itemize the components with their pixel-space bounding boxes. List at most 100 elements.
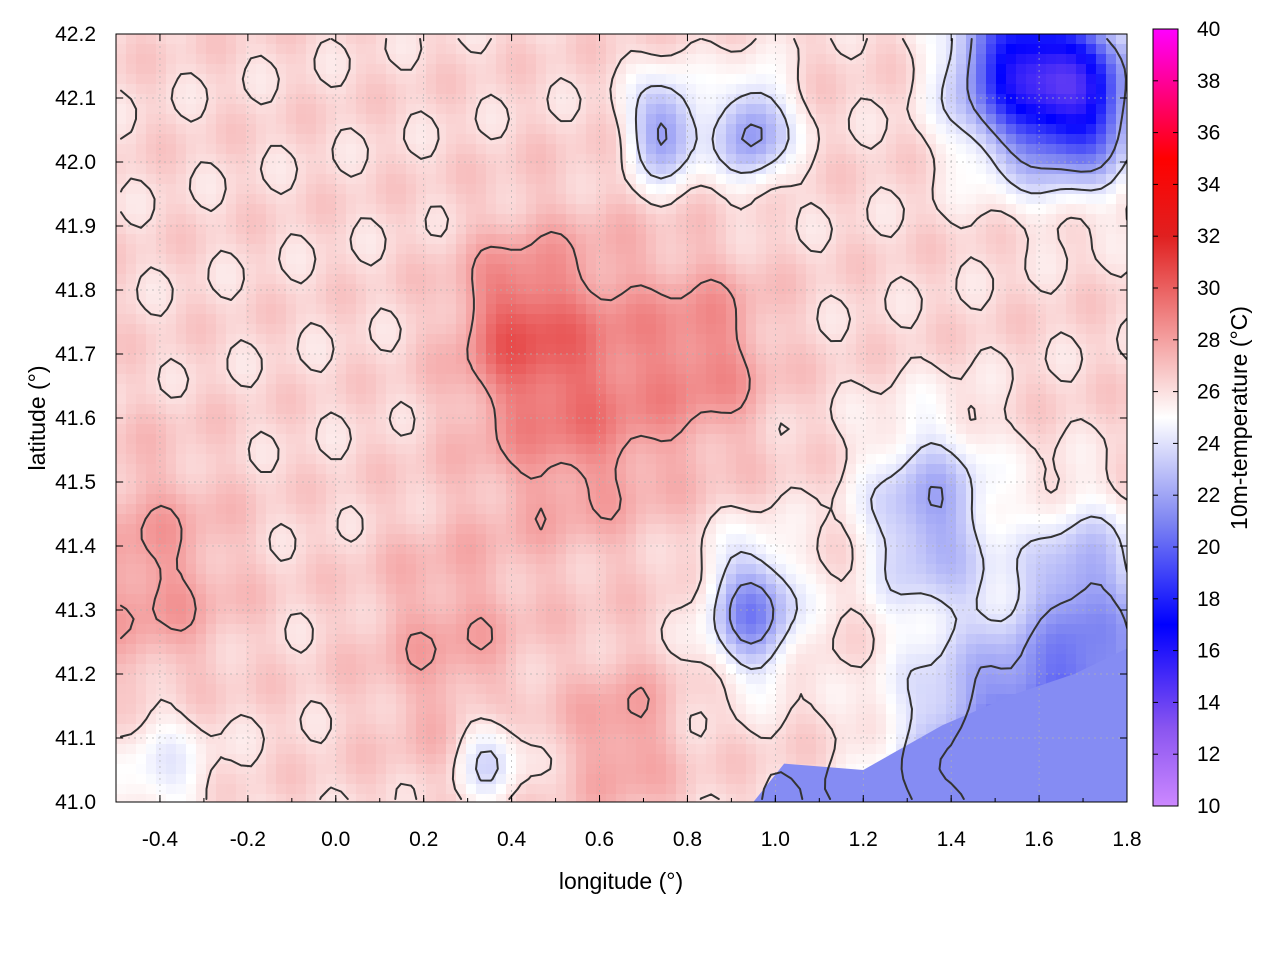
- heat-cell: [316, 274, 327, 285]
- heat-cell: [1076, 504, 1087, 515]
- heat-cell: [1116, 404, 1127, 415]
- heat-cell: [1126, 284, 1127, 295]
- heat-cell: [1046, 514, 1057, 525]
- heat-cell: [976, 64, 987, 75]
- heat-cell: [1036, 214, 1047, 225]
- heat-cell: [346, 404, 357, 415]
- heat-cell: [586, 414, 597, 425]
- heat-cell: [206, 134, 217, 145]
- heat-cell: [956, 424, 967, 435]
- heat-cell: [206, 334, 217, 345]
- heat-cell: [246, 254, 257, 265]
- heat-cell: [826, 54, 837, 65]
- heat-cell: [886, 214, 897, 225]
- heat-cell: [236, 494, 247, 505]
- heat-cell: [596, 154, 607, 165]
- heat-cell: [796, 254, 807, 265]
- heat-cell: [366, 284, 377, 295]
- heat-cell: [146, 144, 157, 155]
- heat-cell: [706, 94, 717, 105]
- heat-cell: [706, 44, 717, 55]
- heat-cell: [656, 124, 667, 135]
- heat-cell: [226, 264, 237, 275]
- heat-cell: [936, 434, 947, 445]
- heat-cell: [476, 484, 487, 495]
- heat-cell: [456, 484, 467, 495]
- heat-cell: [326, 134, 337, 145]
- heat-cell: [896, 74, 907, 85]
- heat-cell: [596, 324, 607, 335]
- heat-cell: [986, 264, 997, 275]
- heat-cell: [646, 454, 657, 465]
- heat-cell: [396, 384, 407, 395]
- heat-cell: [386, 114, 397, 125]
- heat-cell: [116, 394, 127, 405]
- heat-cell: [586, 84, 597, 95]
- heat-cell: [286, 304, 297, 315]
- heat-cell: [196, 374, 207, 385]
- heat-cell: [1086, 284, 1097, 295]
- heat-cell: [826, 344, 837, 355]
- heat-cell: [606, 34, 617, 45]
- heat-cell: [666, 44, 677, 55]
- heat-cell: [546, 54, 557, 65]
- heat-cell: [356, 404, 367, 415]
- heat-cell: [226, 424, 237, 435]
- heat-cell: [866, 254, 877, 265]
- heat-cell: [846, 244, 857, 255]
- heat-cell: [406, 394, 417, 405]
- heat-cell: [926, 444, 937, 455]
- heat-cell: [706, 454, 717, 465]
- heat-cell: [786, 514, 797, 525]
- heat-cell: [146, 504, 157, 515]
- heat-cell: [876, 334, 887, 345]
- heat-cell: [286, 154, 297, 165]
- heat-cell: [256, 174, 267, 185]
- heat-cell: [146, 354, 157, 365]
- heat-cell: [496, 274, 507, 285]
- heat-cell: [686, 54, 697, 65]
- heat-cell: [366, 264, 377, 275]
- heat-cell: [466, 424, 477, 435]
- heat-cell: [796, 444, 807, 455]
- heat-cell: [676, 394, 687, 405]
- heat-cell: [156, 154, 167, 165]
- heat-cell: [136, 384, 147, 395]
- heat-cell: [626, 94, 637, 105]
- heat-cell: [366, 394, 377, 405]
- heat-cell: [826, 334, 837, 345]
- heat-cell: [406, 314, 417, 325]
- heat-cell: [176, 414, 187, 425]
- heat-cell: [616, 134, 627, 145]
- heat-cell: [786, 444, 797, 455]
- heat-cell: [396, 184, 407, 195]
- heat-cell: [256, 344, 267, 355]
- heat-cell: [496, 44, 507, 55]
- heat-cell: [286, 314, 297, 325]
- heat-cell: [986, 434, 997, 445]
- heat-cell: [366, 254, 377, 265]
- heat-cell: [676, 124, 687, 135]
- heat-cell: [1106, 324, 1117, 335]
- heat-cell: [546, 314, 557, 325]
- heat-cell: [306, 454, 317, 465]
- heat-cell: [816, 144, 827, 155]
- heat-cell: [696, 284, 707, 295]
- heat-cell: [366, 174, 377, 185]
- heat-cell: [196, 444, 207, 455]
- heat-cell: [766, 504, 777, 515]
- heat-cell: [566, 284, 577, 295]
- heat-cell: [876, 34, 887, 45]
- heat-cell: [666, 104, 677, 115]
- heat-cell: [256, 294, 267, 305]
- heat-cell: [1116, 264, 1127, 275]
- heat-cell: [726, 254, 737, 265]
- heat-cell: [896, 374, 907, 385]
- heat-cell: [1096, 204, 1107, 215]
- heat-cell: [846, 424, 857, 435]
- heat-cell: [496, 404, 507, 415]
- heat-cell: [866, 434, 877, 445]
- heat-cell: [206, 94, 217, 105]
- heat-cell: [646, 504, 657, 515]
- heat-cell: [406, 234, 417, 245]
